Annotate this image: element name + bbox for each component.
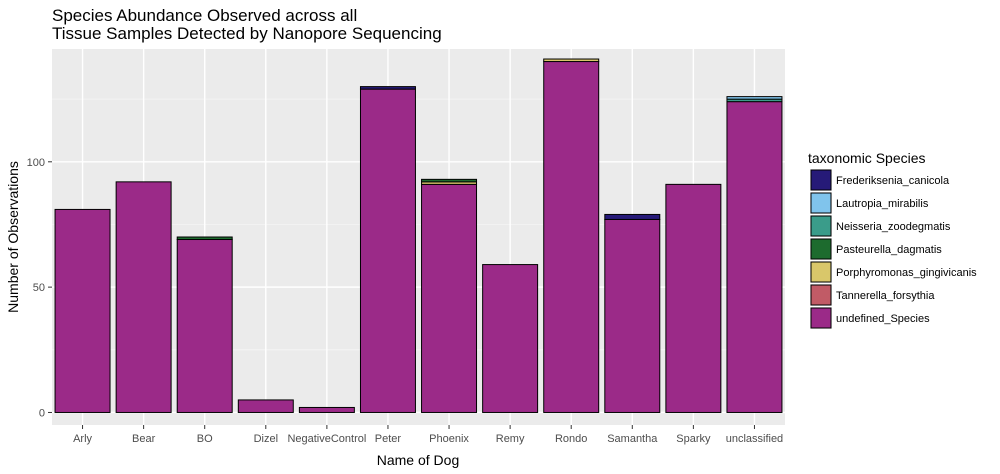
legend-swatch bbox=[810, 307, 832, 329]
x-tick-label: Phoenix bbox=[429, 433, 469, 445]
bar-segment-lautropia_mirabilis-unclassified bbox=[726, 96, 783, 100]
legend-swatch bbox=[810, 169, 832, 191]
bar-segment-undefined_species-unclassified bbox=[726, 101, 783, 413]
bar-segment-undefined_species-rondo bbox=[543, 61, 600, 413]
bar-segment-undefined_species-phoenix bbox=[421, 183, 478, 413]
bars bbox=[54, 58, 783, 413]
bar-segment-undefined_species-bear bbox=[115, 181, 172, 413]
y-tick-label: 100 bbox=[27, 157, 45, 169]
legend-label: Tannerella_forsythia bbox=[836, 290, 935, 302]
legend: taxonomic Species Frederiksenia_canicola… bbox=[808, 150, 977, 329]
bar-segment-undefined_species-arly bbox=[54, 208, 111, 413]
x-axis-title: Name of Dog bbox=[377, 452, 459, 468]
bar-segment-frederiksenia_canicola-peter bbox=[359, 86, 416, 90]
chart-title-line-2: Tissue Samples Detected by Nanopore Sequ… bbox=[52, 24, 442, 43]
legend-swatch bbox=[810, 261, 832, 283]
bar-segment-undefined_species-negativecontrol bbox=[298, 406, 355, 413]
legend-label: undefined_Species bbox=[836, 313, 930, 325]
x-tick-label: Dizel bbox=[254, 433, 278, 445]
bar-segment-undefined_species-dizel bbox=[237, 399, 294, 413]
x-tick-label: Peter bbox=[375, 433, 402, 445]
y-axis-title: Number of Observations bbox=[5, 161, 21, 313]
bar-segment-undefined_species-samantha bbox=[604, 218, 661, 413]
legend-title: taxonomic Species bbox=[808, 150, 926, 166]
x-tick-label: NegativeControl bbox=[287, 433, 366, 445]
legend-label: Neisseria_zoodegmatis bbox=[836, 221, 951, 233]
bar-segment-pasteurella_dagmatis-phoenix bbox=[421, 178, 478, 183]
bar-segment-frederiksenia_canicola-samantha bbox=[604, 213, 661, 220]
x-tick-label: unclassified bbox=[726, 433, 783, 445]
legend-swatch bbox=[810, 192, 832, 214]
chart-title-line-1: Species Abundance Observed across all bbox=[52, 6, 357, 25]
y-tick-label: 50 bbox=[33, 282, 45, 294]
x-tick-label: BO bbox=[197, 433, 213, 445]
x-tick-label: Arly bbox=[73, 433, 92, 445]
x-tick-label: Samantha bbox=[607, 433, 658, 445]
legend-swatch bbox=[810, 238, 832, 260]
y-tick-label: 0 bbox=[39, 407, 45, 419]
bar-segment-pasteurella_dagmatis-bo bbox=[176, 236, 233, 241]
legend-label: Frederiksenia_canicola bbox=[836, 175, 950, 187]
y-axis-ticks: 0 50 100 bbox=[27, 157, 52, 419]
x-tick-label: Rondo bbox=[555, 433, 587, 445]
legend-swatch bbox=[810, 284, 832, 306]
legend-swatch bbox=[810, 215, 832, 237]
bar-segment-undefined_species-bo bbox=[176, 239, 233, 413]
x-tick-label: Sparky bbox=[676, 433, 711, 445]
bar-segment-undefined_species-peter bbox=[359, 88, 416, 413]
bar-segment-porphyromonas_gingivicanis-rondo bbox=[543, 58, 600, 63]
legend-label: Lautropia_mirabilis bbox=[836, 198, 929, 210]
x-axis-ticks: Arly Bear BO Dizel NegativeControl Peter Phoen… bbox=[73, 425, 783, 445]
legend-label: Porphyromonas_gingivicanis bbox=[836, 267, 977, 279]
plot-panel bbox=[52, 49, 785, 425]
x-tick-label: Bear bbox=[132, 433, 156, 445]
x-tick-label: Remy bbox=[496, 433, 525, 445]
bar-segment-undefined_species-remy bbox=[482, 264, 539, 413]
legend-label: Pasteurella_dagmatis bbox=[836, 244, 942, 256]
bar-segment-undefined_species-sparky bbox=[665, 183, 722, 413]
